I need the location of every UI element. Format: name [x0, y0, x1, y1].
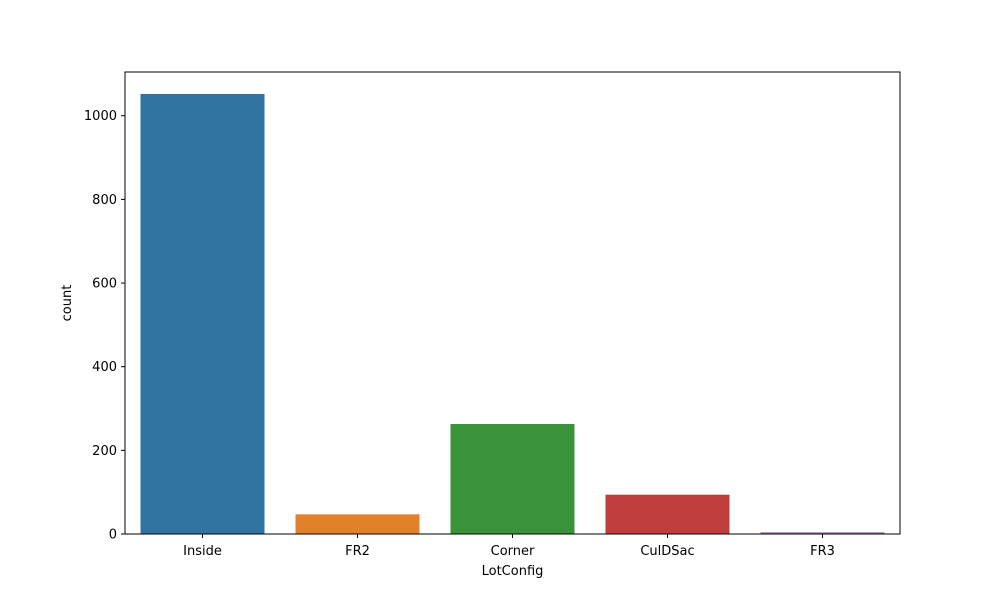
x-tick-label: FR2	[345, 544, 370, 559]
y-axis: 0 200 400 600 800 1000	[84, 109, 125, 543]
x-tick-label: Inside	[183, 544, 222, 559]
bar-fr2	[295, 514, 420, 534]
x-axis-title: LotConfig	[482, 564, 544, 579]
y-tick-label: 0	[109, 528, 117, 543]
y-tick-label: 600	[92, 277, 117, 292]
x-tick-label: CulDSac	[640, 544, 694, 559]
bar-corner	[450, 424, 575, 534]
x-tick-label: Corner	[491, 544, 535, 559]
y-tick-label: 1000	[84, 109, 117, 124]
y-tick-label: 800	[92, 193, 117, 208]
plot-frame	[124, 71, 901, 535]
bar-fr3	[760, 532, 885, 534]
bars-layer	[140, 94, 885, 534]
bar-inside	[140, 94, 265, 534]
y-tick-label: 400	[92, 360, 117, 375]
y-tick-label: 200	[92, 444, 117, 459]
x-axis: Inside FR2 Corner CulDSac FR3	[183, 534, 835, 559]
y-axis-title: count	[60, 285, 75, 322]
x-tick-label: FR3	[810, 544, 835, 559]
bar-culdsac	[605, 494, 730, 534]
